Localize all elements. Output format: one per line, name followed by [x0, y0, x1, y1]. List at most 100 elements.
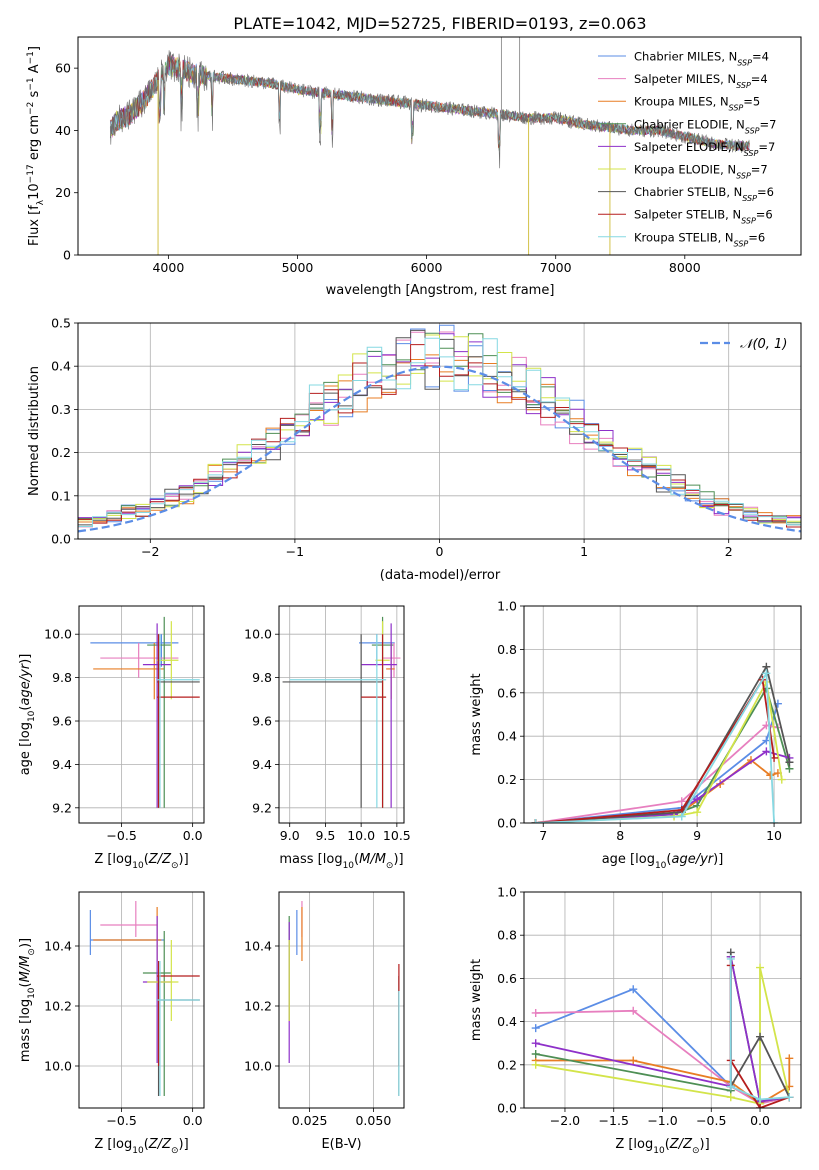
x-tick-label: −2 — [141, 544, 159, 559]
label-part: wavelength [Angstrom, rest frame] — [326, 283, 555, 298]
legend-count: =4 — [751, 72, 768, 86]
label-part: ⊙ — [171, 861, 179, 871]
legend-entry: Chabrier STELIB, NSSP=6 — [634, 185, 774, 203]
axes-frame: −0.5 0.0 9.2 9.4 9.6 9.8 10.0 — [44, 605, 205, 843]
y-tick-label: 60 — [55, 61, 71, 76]
x-tick-label: 0.0 — [183, 828, 203, 843]
label-part: Flux [f — [27, 205, 42, 246]
series-point — [531, 1060, 540, 1069]
label-part: 10 — [132, 861, 144, 871]
label-part: mass [log — [18, 999, 33, 1062]
legend-entry: Kroupa STELIB, NSSP=6 — [634, 230, 765, 248]
x-tick-label: −0.5 — [106, 1113, 136, 1128]
series-point — [531, 819, 540, 823]
series-point — [677, 812, 686, 821]
legend-entry: Chabrier MILES, NSSP=4 — [634, 50, 769, 68]
legend-count: =7 — [760, 117, 777, 131]
x-tick-label: −1 — [286, 544, 304, 559]
label-part: ( — [18, 706, 33, 711]
y-axis-label: mass weight — [469, 959, 484, 1041]
y-tick-label: 10.4 — [44, 939, 72, 954]
legend-entry: Kroupa MILES, NSSP=5 — [634, 95, 760, 113]
x-tick-label: 9.0 — [280, 828, 300, 843]
label-part: s — [27, 90, 42, 101]
histogram-chabrier-stelib — [78, 329, 801, 526]
y-tick-label: 0.0 — [497, 1101, 517, 1116]
axes-box — [77, 36, 802, 256]
label-part: )] — [713, 852, 723, 867]
x-tick-label: −1.5 — [599, 1113, 629, 1128]
legend-sub: SSP — [741, 216, 756, 225]
spectrum-data-line — [110, 50, 750, 169]
x-tick-label: 7 — [539, 828, 547, 843]
y-tick-label: 40 — [55, 123, 71, 138]
plot-area — [531, 948, 794, 1108]
x-tick-label: 7000 — [540, 260, 572, 275]
label-part: 10 — [653, 1146, 665, 1156]
x-tick-label: −2.0 — [550, 1113, 580, 1128]
series-point — [785, 1093, 794, 1102]
label-part: ⊙ — [171, 1146, 179, 1156]
y-axis-label: mass weight — [469, 673, 484, 755]
y-tick-label: 0.4 — [497, 729, 517, 744]
legend-model: Chabrier MILES, N — [634, 50, 737, 64]
legend-count: =6 — [757, 185, 774, 199]
label-part: 10 — [27, 183, 42, 200]
legend-entry: Salpeter MILES, NSSP=4 — [634, 72, 768, 90]
label-part: Z [log — [94, 852, 132, 867]
series-point — [756, 963, 765, 972]
y-axis-label: age [log10(age/yr)] — [18, 654, 37, 776]
label-part: ⊙ — [27, 948, 37, 956]
x-tick-label: 0.0 — [183, 1113, 203, 1128]
series-point — [629, 1006, 638, 1015]
label-part: mass weight — [469, 959, 484, 1041]
label-part: M/M — [18, 956, 33, 983]
label-part: ( — [354, 852, 359, 867]
y-axis-label: Flux [fλ10−17 erg cm−2 s−1 A−1] — [26, 46, 46, 246]
y-tick-label: 9.8 — [252, 670, 272, 685]
x-axis-label: E(B-V) — [321, 1137, 361, 1152]
legend-count: =6 — [748, 230, 765, 244]
y-tick-label: 10.4 — [244, 939, 272, 954]
legend-entry: 𝒩(0, 1) — [740, 337, 787, 352]
label-part: ⊙ — [692, 1146, 700, 1156]
y-tick-label: 9.8 — [52, 670, 72, 685]
legend-sub: SSP — [745, 126, 760, 135]
series-point — [762, 669, 771, 678]
label-part: E(B-V) — [321, 1137, 361, 1152]
x-tick-label: −0.5 — [696, 1113, 726, 1128]
label-part: Z [log — [615, 1137, 653, 1152]
x-tick-label: 10 — [766, 828, 782, 843]
x-tick-label: −0.5 — [106, 828, 136, 843]
plot-area — [282, 616, 401, 808]
axes-box — [278, 605, 405, 824]
y-tick-label: 9.4 — [52, 757, 72, 772]
x-tick-label: 8 — [616, 828, 624, 843]
series-point — [756, 1104, 765, 1108]
series-point — [531, 1050, 540, 1058]
label-part: Z/Z — [669, 1137, 693, 1152]
y-axis-label: mass [log10(M/M⊙)] — [18, 938, 37, 1062]
label-part: λ — [36, 199, 46, 205]
y-tick-label: 0.6 — [497, 971, 517, 986]
y-tick-label: 0.3 — [51, 402, 71, 417]
series-point — [531, 1039, 540, 1048]
x-tick-label: 6000 — [411, 260, 443, 275]
plot-area — [78, 324, 801, 533]
residuals-panel: −2 −1 0 1 2 0.0 0.1 0.2 0.3 0.4 0.5 𝒩(0, 1) (data-mo… — [27, 316, 802, 583]
age-vs-metallicity-panel: −0.5 0.09.29.49.69.810.0Z [log10(Z/Z⊙)]ag… — [18, 605, 205, 871]
series-point — [629, 985, 638, 994]
plot-area — [531, 662, 794, 823]
y-tick-label: 10.0 — [244, 1059, 272, 1074]
label-part: ( — [144, 852, 149, 867]
label-part: 10 — [343, 861, 355, 871]
y-tick-label: 0.2 — [497, 772, 517, 787]
x-tick-label: 4000 — [152, 260, 184, 275]
series-line — [535, 664, 791, 823]
legend-model: Kroupa ELODIE, N — [634, 163, 736, 177]
plot-area — [109, 37, 750, 255]
series-line — [729, 959, 790, 1101]
label-part: Normed distribution — [27, 366, 42, 496]
legend: 𝒩(0, 1) — [700, 337, 787, 352]
